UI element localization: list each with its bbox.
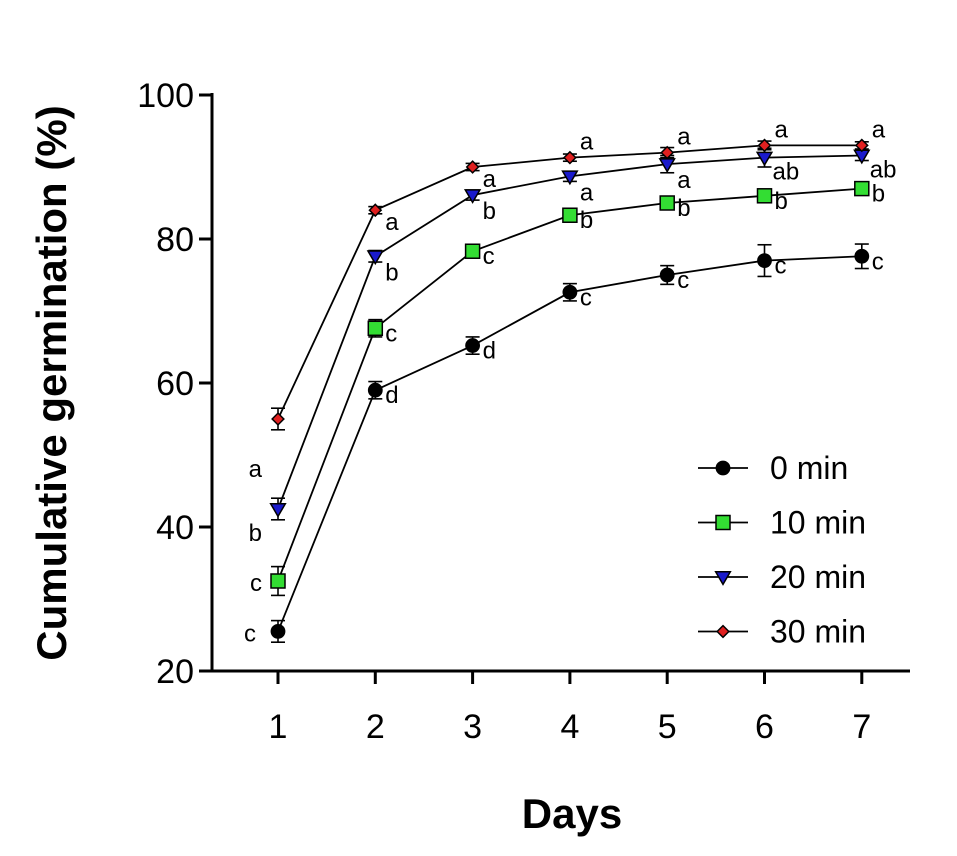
data-point [270,624,286,639]
data-point [465,338,481,353]
significance-letter: d [483,338,496,365]
data-point [269,503,287,518]
legend-marker [715,460,731,476]
significance-letter: c [775,253,787,280]
data-point [562,284,578,300]
x-tick-label: 3 [463,708,482,746]
significance-letter: c [244,620,256,647]
x-axis-title: Days [522,790,622,837]
significance-letter: b [677,195,690,222]
significance-letter: b [249,520,262,547]
x-tick-label: 6 [755,708,774,746]
x-tick-label: 4 [560,708,579,746]
significance-letter: a [580,129,594,156]
data-point [368,203,383,218]
data-point [757,138,772,153]
y-tick-label: 20 [156,653,194,691]
data-point [366,250,384,266]
legend-item: 30 min [698,614,866,650]
data-point [562,150,577,165]
x-tick-label: 2 [366,708,385,746]
legend-label: 10 min [770,505,866,541]
significance-letter: b [385,259,398,286]
significance-letter: b [775,188,788,215]
y-tick-label: 100 [137,77,194,115]
significance-letter: c [677,267,689,294]
data-point [755,151,774,167]
significance-letter: ab [870,156,897,183]
significance-letter: a [775,116,789,143]
legend: 0 min 10 min 20 min 30 min [698,450,866,650]
significance-letter: c [483,243,495,270]
significance-letter: a [872,116,886,143]
data-point [367,320,384,337]
y-tick-label: 40 [156,509,194,547]
data-point [854,248,870,264]
data-point [270,573,286,589]
significance-letter: a [677,167,691,194]
data-point [854,138,869,153]
legend-item: 20 min [698,559,866,595]
data-point [660,145,675,160]
y-tick-label: 80 [156,221,194,259]
legend-marker [714,571,732,586]
legend-marker [715,514,731,531]
significance-letter: c [385,320,397,347]
significance-letter: a [249,456,263,483]
significance-letter: ab [773,159,800,186]
y-axis-title: Cumulative germination (%) [28,105,75,660]
significance-letter: d [385,382,398,409]
data-point [465,160,480,174]
significance-letter: c [580,284,592,311]
legend-label: 20 min [770,559,866,595]
data-point [854,180,870,197]
significance-letter: b [483,198,496,225]
legend-marker [716,624,730,639]
x-tick-label: 5 [658,708,677,746]
significance-letter: a [483,166,497,193]
significance-letter: a [385,209,399,236]
legend-label: 30 min [770,614,866,650]
x-tick-label: 1 [269,708,288,746]
significance-letter: b [580,207,593,234]
data-point [757,253,772,269]
legend-item: 10 min [698,505,866,541]
y-tick-label: 60 [156,365,194,403]
significance-letter: b [872,181,885,208]
legend-label: 0 min [770,450,848,486]
data-point [463,189,482,204]
data-point [464,243,481,259]
data-point [659,195,675,211]
data-point [367,382,383,398]
axes: 20 40 60 80 100 1 2 3 4 5 6 7 [137,77,910,746]
data-point [561,170,579,186]
significance-letter: c [250,570,262,597]
legend-item: 0 min [698,450,848,486]
x-tick-label: 7 [852,708,871,746]
significance-letter: c [872,248,884,275]
data-point [562,207,578,223]
significance-letter: a [580,179,594,206]
data-point [756,188,773,204]
data-point [659,267,675,283]
significance-letter: a [677,124,691,151]
data-point [271,412,285,426]
